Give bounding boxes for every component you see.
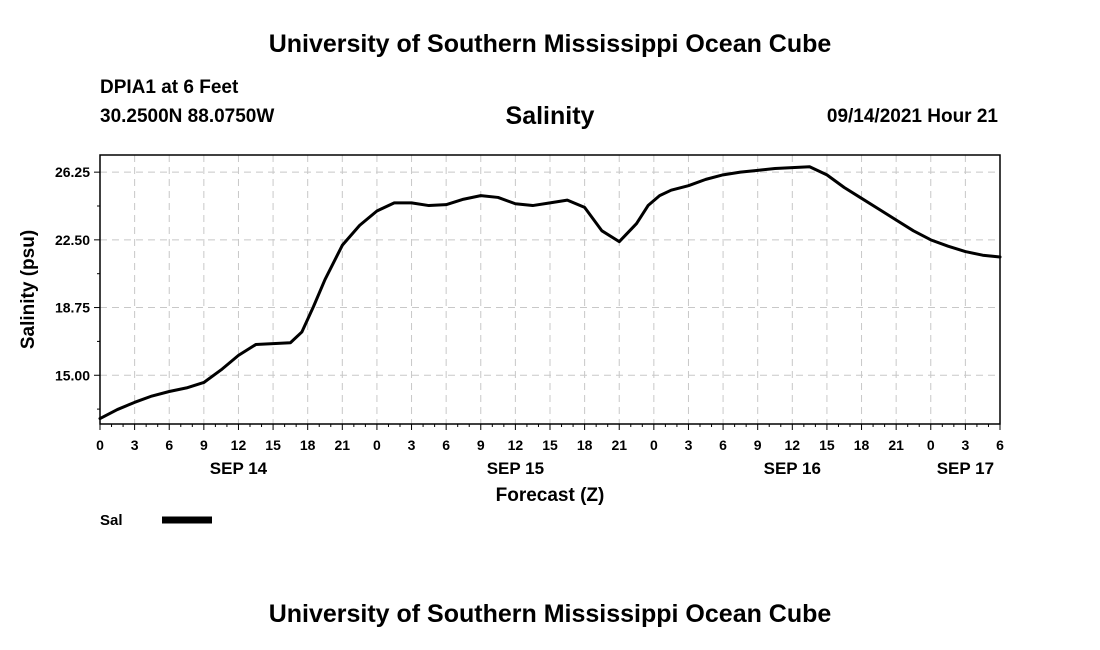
x-tick-label: 9 [200, 437, 208, 453]
x-tick-label: 9 [754, 437, 762, 453]
page-title: University of Southern Mississippi Ocean… [268, 30, 832, 58]
x-tick-label: 0 [373, 437, 381, 453]
x-tick-label: 6 [165, 437, 173, 453]
forecast-datetime: 09/14/2021 Hour 21 [826, 106, 998, 127]
x-tick-label: 21 [888, 437, 904, 453]
chart-title: Salinity [505, 102, 595, 130]
x-tick-label: 0 [927, 437, 935, 453]
x-tick-label: 18 [300, 437, 316, 453]
x-tick-label: 6 [442, 437, 450, 453]
x-tick-label: 3 [685, 437, 693, 453]
x-tick-label: 15 [819, 437, 835, 453]
x-tick-label: 6 [719, 437, 727, 453]
legend-label: Sal [100, 512, 123, 529]
x-day-label: SEP 14 [210, 459, 268, 478]
x-tick-label: 3 [408, 437, 416, 453]
x-tick-label: 15 [265, 437, 281, 453]
x-tick-label: 18 [577, 437, 593, 453]
plot-frame [99, 154, 1001, 425]
x-tick-label: 6 [996, 437, 1004, 453]
x-day-label: SEP 17 [937, 459, 994, 478]
x-day-label: SEP 15 [487, 459, 544, 478]
station-name: DPIA1 at 6 Feet [100, 77, 239, 98]
x-tick-label: 0 [96, 437, 104, 453]
y-tick-label: 15.00 [55, 367, 90, 383]
x-tick-label: 21 [335, 437, 351, 453]
x-axis-title: Forecast (Z) [496, 485, 605, 506]
station-coordinates: 30.2500N 88.0750W [100, 106, 275, 127]
y-axis-title: Salinity (psu) [18, 230, 39, 349]
x-tick-label: 9 [477, 437, 485, 453]
x-tick-label: 12 [785, 437, 801, 453]
x-tick-label: 18 [854, 437, 870, 453]
x-tick-label: 3 [961, 437, 969, 453]
x-tick-label: 12 [231, 437, 247, 453]
y-tick-label: 18.75 [55, 300, 90, 316]
footer-title: University of Southern Mississippi Ocean… [268, 600, 832, 628]
x-tick-label: 15 [542, 437, 558, 453]
x-tick-label: 12 [508, 437, 524, 453]
x-tick-label: 21 [611, 437, 627, 453]
x-tick-label: 0 [650, 437, 658, 453]
x-day-label: SEP 16 [764, 459, 821, 478]
x-tick-label: 3 [131, 437, 139, 453]
y-tick-label: 26.25 [55, 164, 90, 180]
y-tick-label: 22.50 [55, 232, 90, 248]
